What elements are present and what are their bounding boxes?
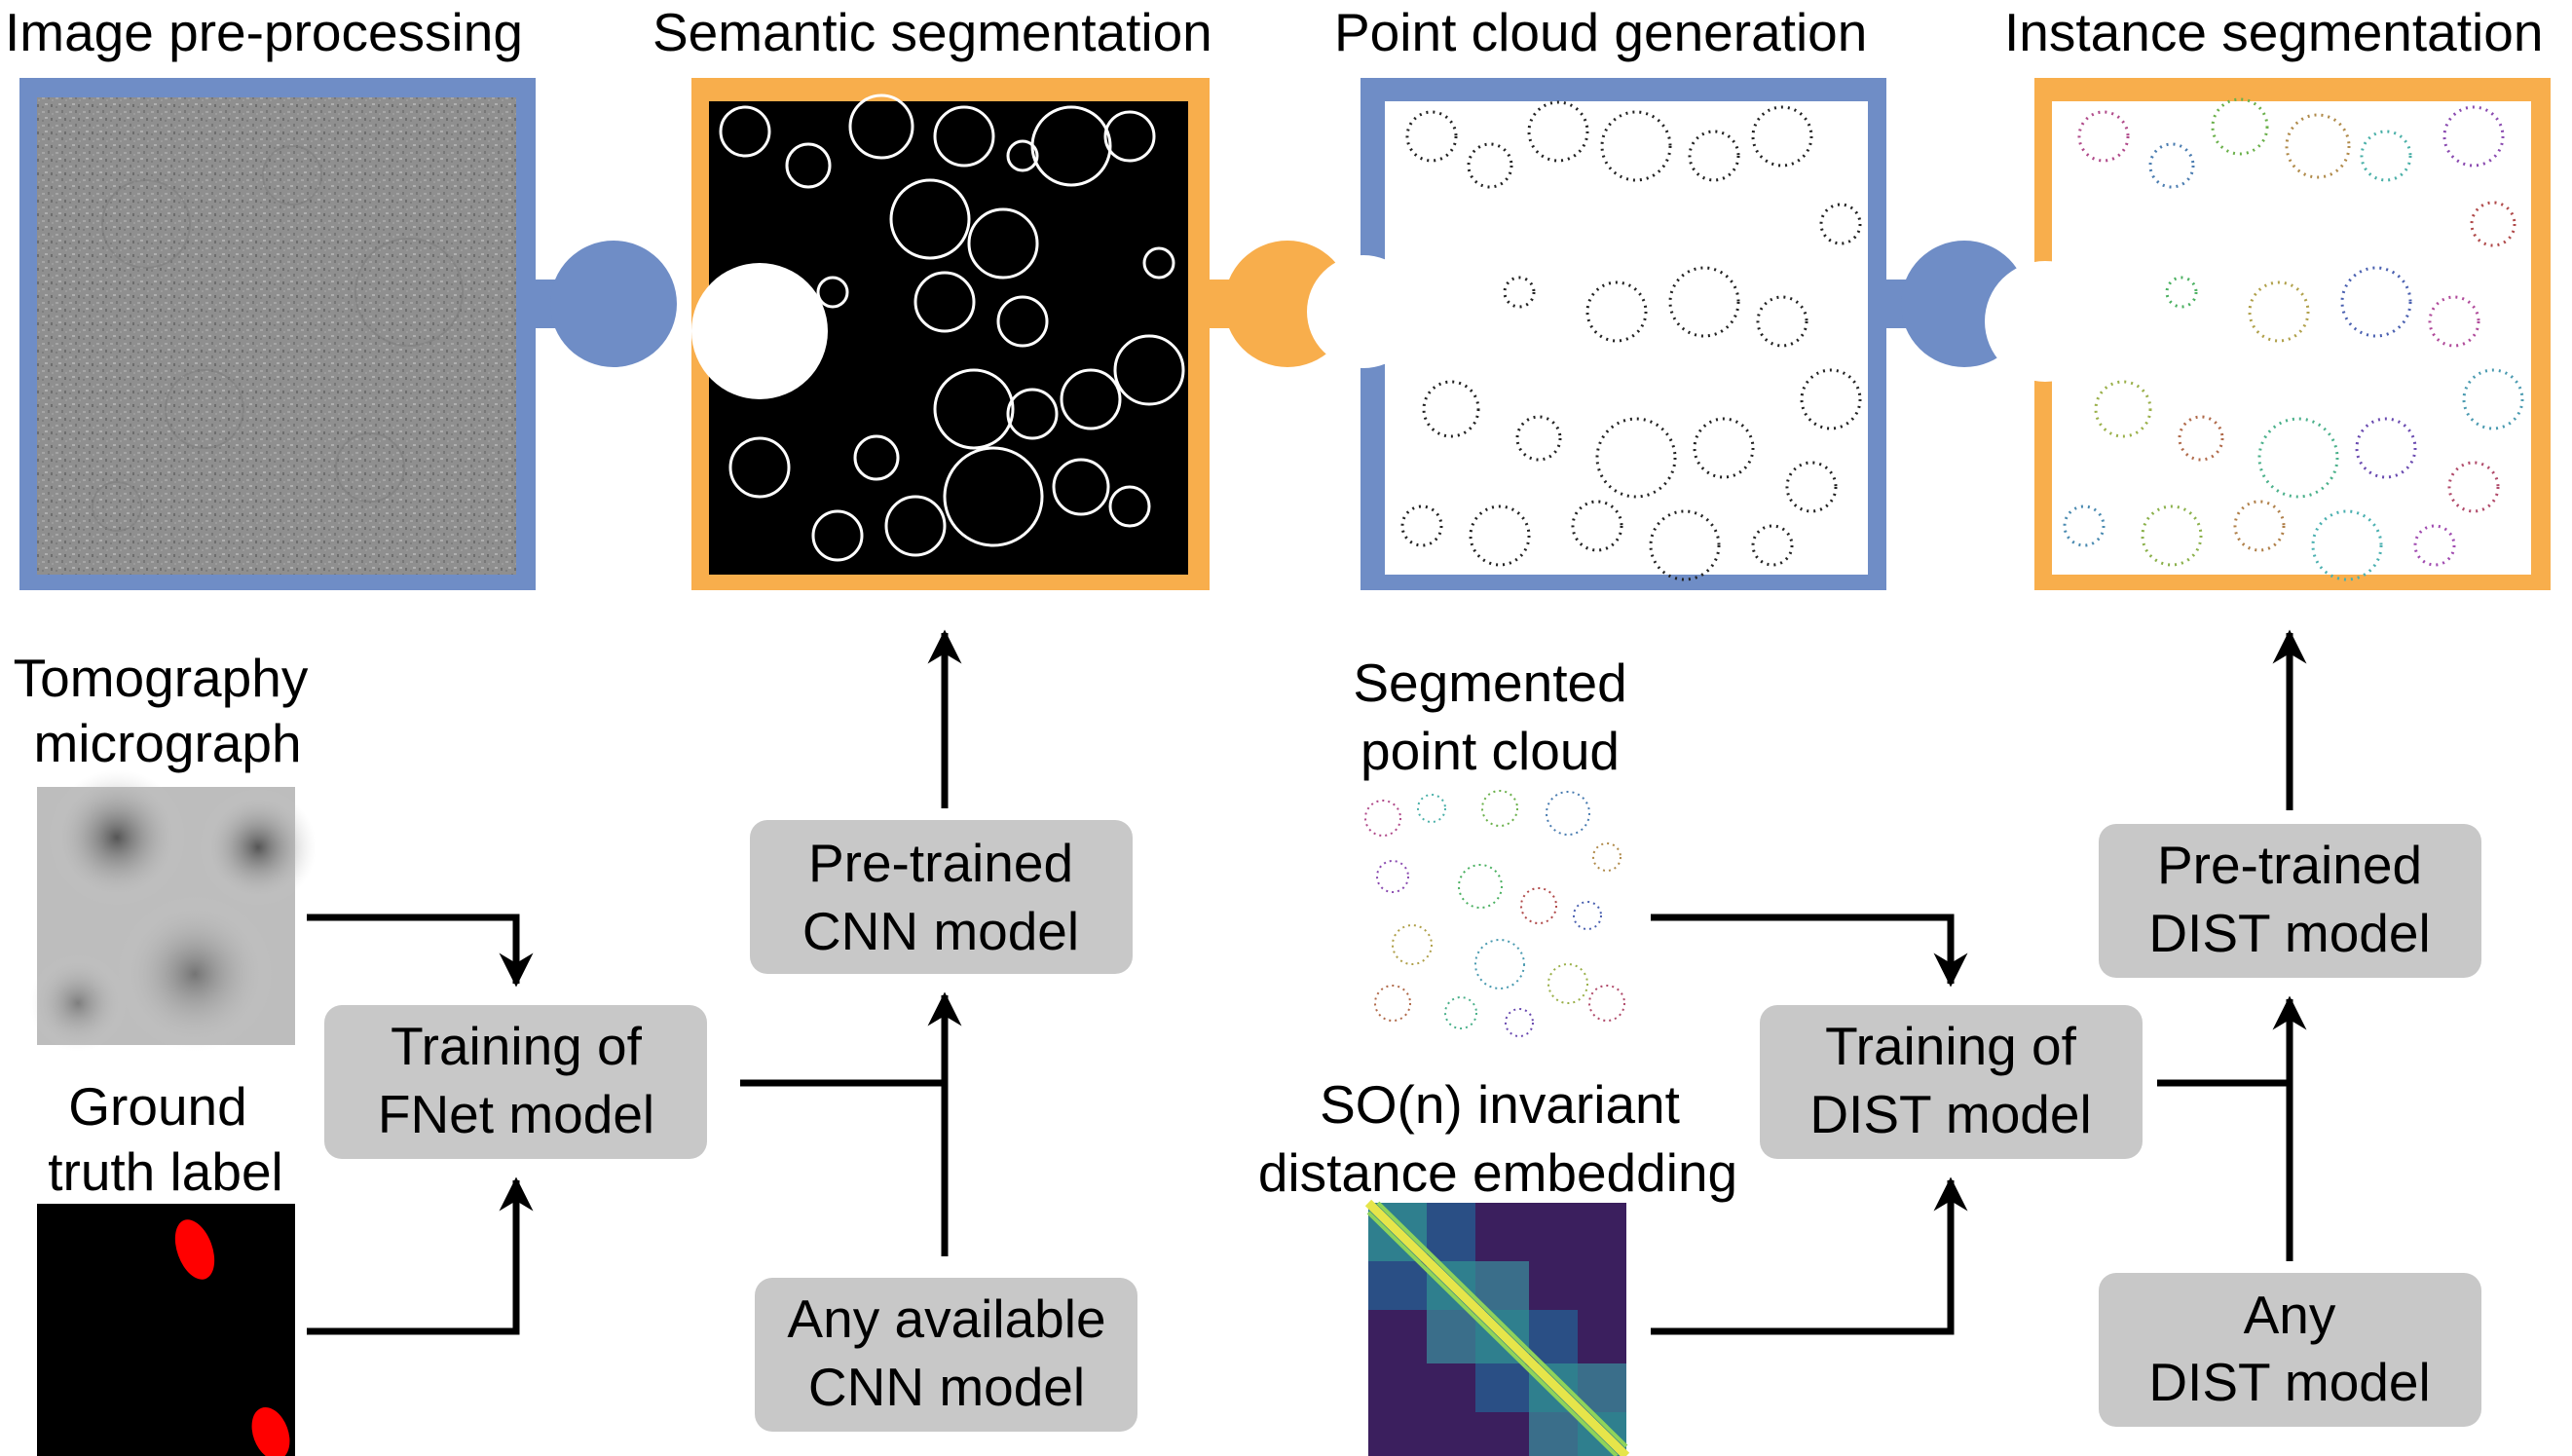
- label-distance-embedding: distance embedding: [1258, 1142, 1737, 1203]
- any-dist-line2: DIST model: [2148, 1352, 2430, 1412]
- connectors: [307, 629, 2307, 1335]
- label-point-cloud: point cloud: [1361, 721, 1620, 781]
- any-cnn-line1: Any available: [787, 1288, 1105, 1349]
- title-instance-segmentation: Instance segmentation: [2004, 2, 2543, 62]
- pretrained-cnn-line2: CNN model: [802, 901, 1079, 961]
- any-dist-line1: Any: [2244, 1285, 2336, 1345]
- pretrained-cnn-line1: Pre-trained: [808, 833, 1073, 893]
- any-cnn-box: Any available CNN model: [755, 1278, 1137, 1432]
- training-dist-line2: DIST model: [1809, 1084, 2091, 1144]
- pretrained-dist-line1: Pre-trained: [2157, 835, 2422, 895]
- pretrained-cnn-box: Pre-trained CNN model: [750, 820, 1133, 974]
- puzzle-frame-instance: [1985, 78, 2551, 590]
- training-dist-line1: Training of: [1825, 1016, 2077, 1076]
- arrow-embedding-to-dist: [1651, 1176, 1968, 1335]
- label-micrograph: micrograph: [33, 713, 301, 773]
- training-fnet-line1: Training of: [391, 1016, 643, 1076]
- segmented-point-cloud-thumbnail: [1364, 790, 1625, 1037]
- distance-embedding-matrix: [1364, 1199, 1630, 1456]
- pretrained-dist-line2: DIST model: [2148, 903, 2430, 963]
- training-fnet-box: Training of FNet model: [324, 1005, 707, 1159]
- title-point-cloud-generation: Point cloud generation: [1334, 2, 1867, 62]
- training-dist-box: Training of DIST model: [1760, 1005, 2143, 1159]
- puzzle-frame-preprocessing: [19, 78, 677, 590]
- label-ground: Ground: [68, 1076, 246, 1137]
- arrow-tomography-to-fnet: [307, 914, 534, 988]
- preprocessed-micrograph: [37, 97, 516, 575]
- arrow-groundtruth-to-fnet: [307, 1176, 534, 1335]
- instance-segmentation-image: [2052, 101, 2531, 575]
- ground-truth-thumbnail: [37, 1204, 295, 1456]
- pretrained-dist-box: Pre-trained DIST model: [2099, 824, 2481, 978]
- any-dist-box: Any DIST model: [2099, 1273, 2481, 1427]
- puzzle-frame-point-cloud: [1307, 78, 2028, 590]
- title-image-preprocessing: Image pre-processing: [5, 2, 523, 62]
- title-semantic-segmentation: Semantic segmentation: [652, 2, 1212, 62]
- label-so-invariant: SO(n) invariant: [1320, 1074, 1680, 1135]
- puzzle-frame-semantic: [691, 78, 1351, 590]
- label-tomography: Tomography: [14, 648, 309, 708]
- tomography-thumbnail: [29, 769, 317, 1052]
- label-truth-label: truth label: [48, 1141, 283, 1202]
- any-cnn-line2: CNN model: [808, 1357, 1085, 1417]
- label-segmented: Segmented: [1353, 653, 1626, 713]
- training-fnet-line2: FNet model: [378, 1084, 654, 1144]
- arrow-pointcloud-to-dist: [1651, 914, 1968, 988]
